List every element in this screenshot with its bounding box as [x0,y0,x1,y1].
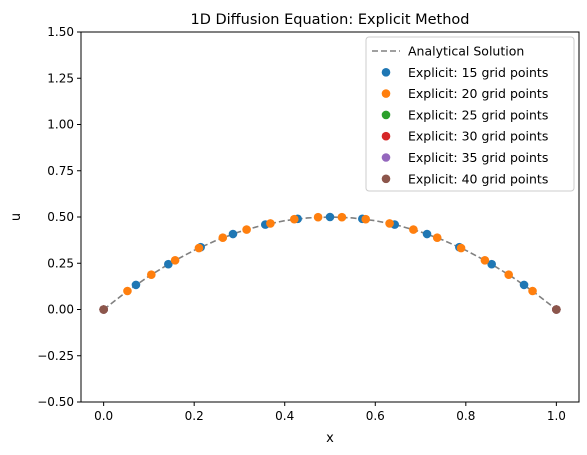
series-2-point [123,286,132,296]
series-6-point [552,305,561,314]
legend-marker [381,110,391,120]
series-1-point [164,259,173,269]
series-2-point [194,243,204,253]
chart-title: 1D Diffusion Equation: Explicit Method [190,12,469,28]
legend: Analytical Solution Explicit: 15 grid poi… [365,36,575,192]
y-tick-label: −0.50 [37,395,74,409]
y-axis-label: u [9,213,24,221]
series-1-point [131,280,141,290]
y-tick-label: 1.00 [47,118,74,132]
series-2-point [432,233,442,243]
series-2-point [385,219,394,228]
legend-entry-analytical: Analytical Solution [408,44,524,59]
series-2-point [218,233,228,243]
series-2-point [170,255,180,265]
y-tick-label: −0.25 [37,349,74,363]
legend-box [365,36,575,192]
legend-marker [381,153,391,162]
legend-marker [381,131,391,141]
analytical-solution-line [103,216,557,311]
x-tick-label: 0.4 [275,409,294,423]
legend-entry-series-4: Explicit: 30 grid points [408,129,548,144]
x-axis: 0.0 0.2 0.4 0.6 0.8 1.0 [94,402,566,423]
y-axis: −0.50 −0.25 0.00 0.25 0.50 0.75 1.00 1.25 1.50 [37,25,81,409]
legend-entry-series-6: Explicit: 40 grid points [408,171,548,186]
y-tick-label: 0.25 [47,256,74,270]
legend-marker [381,68,391,77]
y-tick-label: 0.75 [47,164,74,178]
series-1-point [228,229,238,239]
series-6-point [99,305,108,314]
y-tick-label: 1.50 [47,25,74,39]
series-2-point [242,225,251,234]
x-tick-label: 1.0 [547,409,566,423]
series-2-point [528,286,537,296]
legend-marker [381,174,391,184]
legend-entry-series-3: Explicit: 25 grid points [408,107,548,122]
y-tick-label: 1.25 [47,71,74,85]
series-1-point [325,212,335,222]
series-2-point [409,225,418,234]
x-axis-label: x [326,431,334,446]
x-tick-label: 0.0 [94,409,113,423]
series-2-point [313,212,323,222]
series-2-point [337,212,347,222]
legend-entry-series-1: Explicit: 15 grid points [408,65,548,80]
x-tick-label: 0.6 [366,409,385,423]
series-2-point [480,255,490,265]
y-tick-label: 0.00 [47,303,74,317]
series-1-point [487,259,496,269]
series-1-point [519,280,529,290]
x-tick-label: 0.2 [185,409,204,423]
series-2-point [456,243,466,253]
series-2-point [361,214,371,224]
plot-area [99,212,561,314]
y-tick-label: 0.50 [47,210,74,224]
series-2-point [289,214,299,224]
x-tick-label: 0.8 [456,409,475,423]
series-2-point [504,270,513,280]
legend-marker [381,89,391,98]
series-2-point [266,219,275,228]
legend-entry-series-5: Explicit: 35 grid points [408,150,548,165]
legend-entry-series-2: Explicit: 20 grid points [408,86,548,101]
series-1-point [422,229,432,239]
series-2-point [147,270,156,280]
